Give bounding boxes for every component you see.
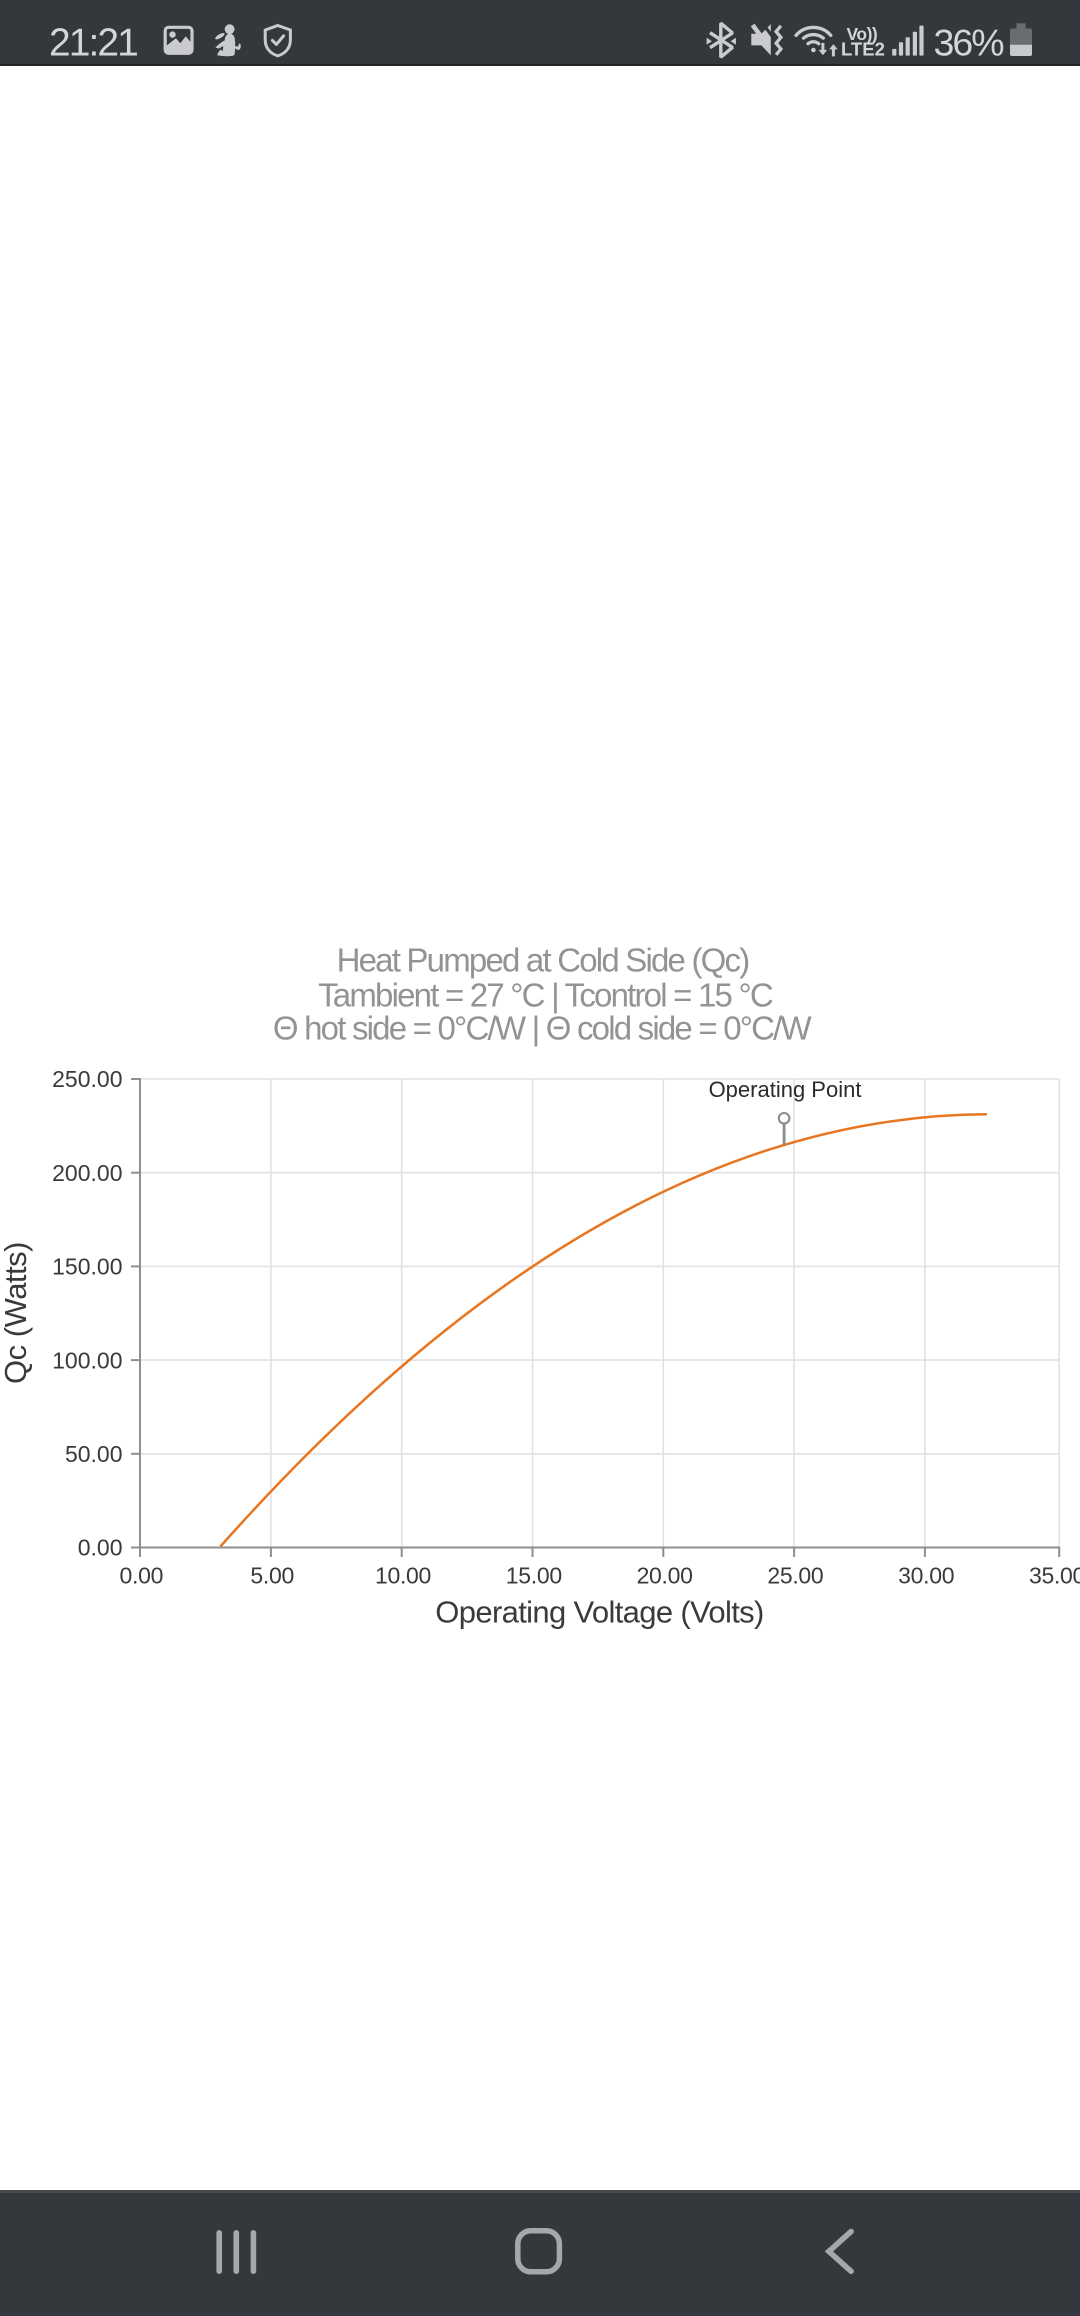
- svg-text:Operating Voltage (Volts): Operating Voltage (Volts): [435, 1595, 763, 1630]
- svg-text:21:21: 21:21: [49, 21, 137, 64]
- svg-text:Θ hot side = 0°C/W | Θ cold si: Θ hot side = 0°C/W | Θ cold side = 0°C/W: [273, 1009, 813, 1046]
- svg-text:Qc (Watts): Qc (Watts): [0, 1242, 33, 1384]
- svg-text:30.00: 30.00: [898, 1562, 954, 1588]
- svg-text:Operating Point: Operating Point: [709, 1077, 862, 1102]
- svg-text:200.00: 200.00: [52, 1160, 122, 1186]
- svg-text:5.00: 5.00: [250, 1562, 294, 1588]
- svg-text:15.00: 15.00: [506, 1562, 562, 1588]
- svg-text:Tambient = 27 °C | Tcontrol =: Tambient = 27 °C | Tcontrol = 15 °C: [318, 976, 773, 1013]
- svg-text:Vo)): Vo)): [847, 24, 878, 44]
- svg-text:36%: 36%: [934, 21, 1004, 63]
- svg-text:LTE2: LTE2: [841, 39, 885, 60]
- svg-text:20.00: 20.00: [637, 1562, 693, 1588]
- svg-text:150.00: 150.00: [52, 1254, 122, 1280]
- svg-text:100.00: 100.00: [52, 1347, 122, 1373]
- svg-text:10.00: 10.00: [375, 1562, 431, 1588]
- svg-text:35.00: 35.00: [1029, 1562, 1080, 1588]
- svg-text:25.00: 25.00: [767, 1562, 823, 1588]
- svg-text:0.00: 0.00: [120, 1562, 164, 1588]
- svg-text:0.00: 0.00: [78, 1535, 123, 1561]
- svg-text:50.00: 50.00: [65, 1441, 123, 1467]
- svg-text:250.00: 250.00: [52, 1066, 122, 1092]
- svg-text:Heat Pumped at Cold Side (Qc): Heat Pumped at Cold Side (Qc): [337, 942, 749, 979]
